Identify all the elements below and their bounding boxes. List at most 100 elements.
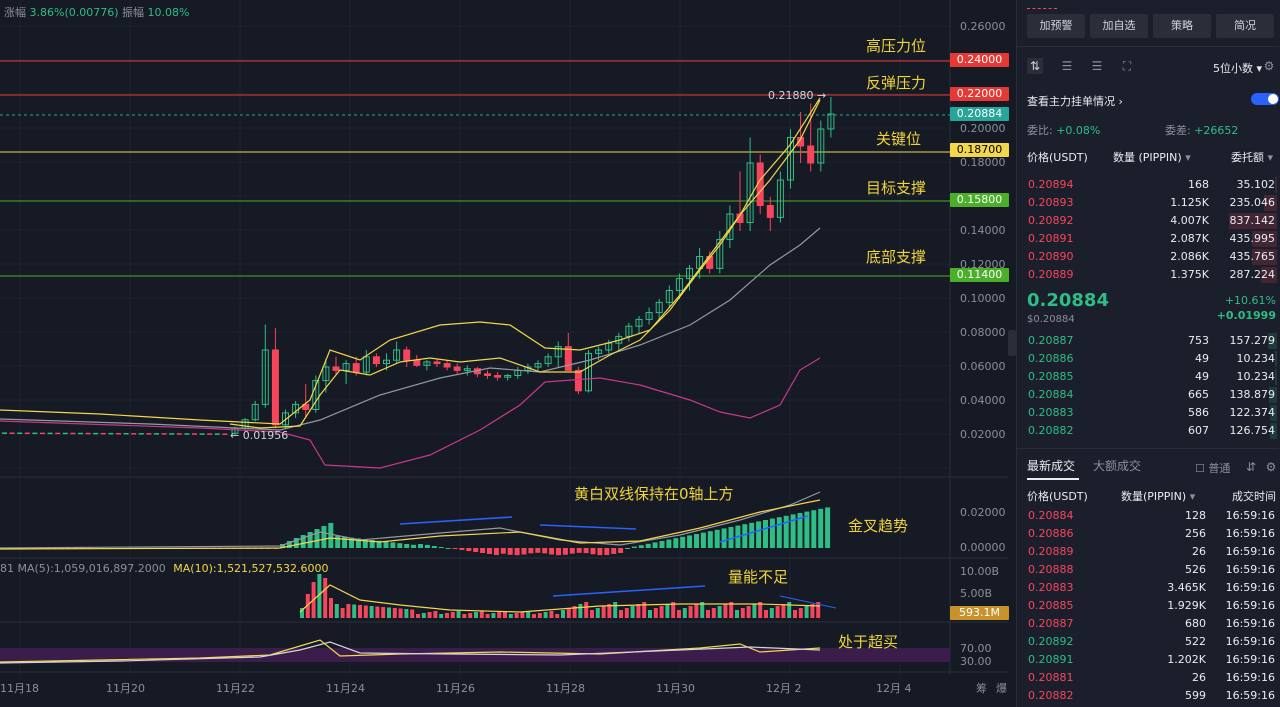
candlestick-chart[interactable]: 0.21880 → ← 0.01956 xyxy=(0,0,1016,707)
bid-row[interactable]: 0.20886 49 10.234 xyxy=(1017,350,1279,368)
candle xyxy=(55,432,61,435)
axis-tool-label[interactable]: 筹 xyxy=(976,682,987,695)
trade-time: 16:59:16 xyxy=(1225,545,1275,558)
candle xyxy=(93,432,99,435)
settings-icon-trades[interactable]: ⚙ xyxy=(1265,460,1277,474)
price-level-tag: 0.15800 xyxy=(950,193,1009,207)
bid-row[interactable]: 0.20887 753 157.279 xyxy=(1017,332,1279,350)
x-axis-label: 11月30 xyxy=(656,682,695,695)
col-qty[interactable]: 数量 (PIPPIN) ▾ xyxy=(1113,149,1191,165)
bid-row[interactable]: 0.20884 665 138.879 xyxy=(1017,386,1279,404)
bid-row[interactable]: 0.20883 586 122.374 xyxy=(1017,404,1279,422)
macd-bar xyxy=(763,520,768,548)
both-sides-icon[interactable]: ⇅ xyxy=(1027,58,1043,74)
trade-qty: 1.202K xyxy=(1167,653,1206,666)
annotation-rebound-resistance: 反弹压力 xyxy=(866,74,927,92)
volume-bar xyxy=(613,602,618,618)
candle-body xyxy=(766,205,774,218)
macd-bar xyxy=(625,548,630,549)
trade-qty: 3.465K xyxy=(1167,581,1206,594)
precision-select[interactable]: 5位小数 ▾ xyxy=(1213,60,1262,76)
macd-bar xyxy=(818,508,824,548)
volume-bar xyxy=(369,606,374,618)
ratio-label: 委比: xyxy=(1027,124,1053,137)
indicator-axis-label: 5.00B xyxy=(960,587,993,600)
macd-bar xyxy=(424,545,430,548)
bid-total: 138.879 xyxy=(1229,388,1276,401)
strategy-button[interactable]: 策略 xyxy=(1153,14,1211,38)
trend-arrow xyxy=(539,524,637,530)
ask-row[interactable]: 0.20894 168 35.102 xyxy=(1017,176,1279,194)
tab-latest-trades[interactable]: 最新成交 xyxy=(1027,459,1076,473)
add-alert-button[interactable]: 加预警 xyxy=(1027,14,1085,38)
trade-price: 0.20891 xyxy=(1028,653,1074,666)
bid-qty: 49 xyxy=(1195,352,1209,365)
header-stats: 涨幅 3.86%(0.00776) 振幅 10.08% xyxy=(4,4,189,20)
candle-body xyxy=(362,356,370,373)
trade-col-qty[interactable]: 数量(PIPPIN) ▾ xyxy=(1121,488,1195,504)
candle xyxy=(207,433,213,435)
price-axis-label: 0.06000 xyxy=(960,360,1006,373)
amp-label: 振幅 xyxy=(122,6,145,19)
macd-bar xyxy=(611,548,617,554)
ask-row[interactable]: 0.20893 1.125K 235.046 xyxy=(1017,194,1279,212)
candle-body xyxy=(484,373,491,376)
candle-body xyxy=(332,366,340,371)
macd-bar xyxy=(404,544,410,548)
trade-time: 16:59:16 xyxy=(1225,635,1275,648)
bid-total: 122.374 xyxy=(1229,406,1276,419)
macd-bar xyxy=(631,546,637,548)
normal-checkbox[interactable]: ☐ 普通 xyxy=(1195,460,1230,476)
last-price: 0.20884 xyxy=(1027,290,1109,311)
overview-button[interactable]: 简况 xyxy=(1216,14,1274,38)
price-axis-label: 0.08000 xyxy=(960,326,1006,339)
candle-body xyxy=(625,325,633,337)
trade-qty: 256 xyxy=(1185,527,1206,540)
bid-row[interactable]: 0.20885 49 10.234 xyxy=(1017,368,1279,386)
price-axis-label: 0.02000 xyxy=(960,428,1006,441)
axis-tool-label[interactable]: 爆 xyxy=(996,682,1007,695)
volume-bar xyxy=(578,604,583,618)
candle xyxy=(2,432,7,434)
filter-icon[interactable]: ⇵ xyxy=(1245,460,1257,474)
settings-icon[interactable]: ⚙ xyxy=(1263,59,1275,73)
chart-area[interactable]: 0.21880 → ← 0.01956 涨幅 3.86%(0.00776) 振幅 … xyxy=(0,0,1016,707)
candle-body xyxy=(463,368,471,371)
asks-only-icon[interactable]: ☰ xyxy=(1091,59,1103,73)
panel-splitter[interactable] xyxy=(1008,330,1016,356)
col-total[interactable]: 委托额 ▾ xyxy=(1231,149,1273,165)
trade-row: 0.20889 26 16:59:16 xyxy=(1017,543,1279,561)
volume-bar xyxy=(537,613,542,618)
ask-row[interactable]: 0.20889 1.375K 287.224 xyxy=(1017,266,1279,284)
depth-toggle[interactable] xyxy=(1251,93,1279,105)
bid-qty: 49 xyxy=(1195,370,1209,383)
action-buttons: 加预警 加自选 策略 简况 xyxy=(1027,14,1274,38)
trend-arrow xyxy=(552,585,706,597)
macd-bar xyxy=(293,538,299,548)
volume-bar xyxy=(781,604,786,618)
macd-bar xyxy=(749,522,755,548)
depth-bar xyxy=(1252,249,1277,265)
volume-bar xyxy=(793,610,797,618)
candle xyxy=(184,433,190,435)
volume-bar xyxy=(346,604,351,618)
trade-time: 16:59:16 xyxy=(1225,599,1275,612)
normal-label: 普通 xyxy=(1208,462,1231,475)
volume-bar xyxy=(758,602,763,618)
volume-bar xyxy=(735,610,739,618)
x-axis-label: 12月 4 xyxy=(876,682,912,695)
add-watchlist-button[interactable]: 加自选 xyxy=(1090,14,1148,38)
ask-row[interactable]: 0.20890 2.086K 435.765 xyxy=(1017,248,1279,266)
fullscreen-icon[interactable]: ⛶ xyxy=(1122,59,1132,73)
bids-only-icon[interactable]: ☰ xyxy=(1061,59,1073,73)
macd-bar xyxy=(300,535,306,548)
trade-row: 0.20885 1.929K 16:59:16 xyxy=(1017,597,1279,615)
bid-row[interactable]: 0.20882 607 126.754 xyxy=(1017,422,1279,440)
x-axis-label: 11月20 xyxy=(106,682,145,695)
change-pct: +10.61% xyxy=(1224,294,1276,307)
volume-bar xyxy=(653,608,658,618)
tab-large-trades[interactable]: 大额成交 xyxy=(1093,459,1142,473)
ask-row[interactable]: 0.20892 4.007K 837.142 xyxy=(1017,212,1279,230)
volume-bar xyxy=(334,604,339,618)
ask-row[interactable]: 0.20891 2.087K 435.995 xyxy=(1017,230,1279,248)
